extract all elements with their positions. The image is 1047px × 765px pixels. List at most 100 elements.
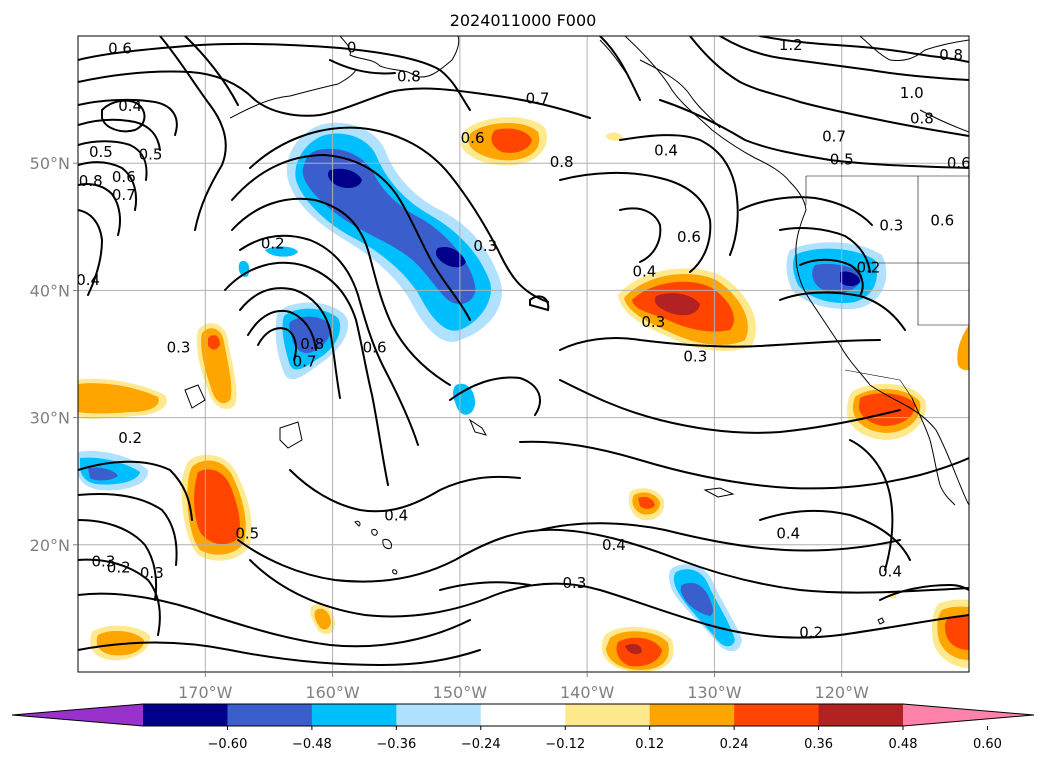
contour-label: 0.8 xyxy=(397,68,421,86)
contour-label: 0.6 xyxy=(930,211,954,229)
colorbar-outline xyxy=(11,703,1035,727)
contour-label: 0.8 xyxy=(79,172,103,190)
contour-label: 0.5 xyxy=(89,143,113,161)
contour-label: 0.3 xyxy=(473,237,497,255)
contour-label: 0.3 xyxy=(879,217,903,235)
borders xyxy=(805,175,969,399)
colorbar-segment xyxy=(649,704,735,726)
contour-label: 0.6 xyxy=(461,129,485,147)
lon-tick-label: 170°W xyxy=(178,683,233,702)
colorbar-segment xyxy=(480,704,566,726)
latitude-axis: 50°N 40°N 30°N 20°N xyxy=(30,154,78,555)
contour-label: 0.4 xyxy=(76,271,100,289)
positive-region-south-central xyxy=(602,626,674,672)
contour-label: 0.5 xyxy=(235,524,259,542)
colorbar-tick-label: −0.60 xyxy=(208,737,248,752)
colorbar-segment xyxy=(818,704,904,726)
lon-tick-label: 140°W xyxy=(560,683,615,702)
longitude-axis: 170°W 160°W 150°W 140°W 130°W 120°W xyxy=(178,672,869,702)
lon-tick-label: 130°W xyxy=(687,683,742,702)
contour-label: 0.3 xyxy=(683,348,707,366)
contour-label: 0.7 xyxy=(822,127,846,145)
contour-label: 0.4 xyxy=(602,536,626,554)
contour-label: 1.2 xyxy=(779,36,803,54)
colorbar-extend-low xyxy=(12,704,143,726)
contour-label-layer: 0.6 0 1.20.80.81.00.4 0.70.80.6 0.70.40.5 0.5… xyxy=(76,36,971,642)
contour-label: 0.3 xyxy=(92,552,116,570)
contour-label: 0.8 xyxy=(300,335,324,353)
positive-region-baja xyxy=(846,383,926,440)
positive-region-central-east xyxy=(618,268,757,352)
contour-label: 0.8 xyxy=(550,153,574,171)
negative-region-small-3 xyxy=(453,383,476,415)
colorbar-tick-label: 0.24 xyxy=(720,737,749,752)
colorbar-tick-label: 0.12 xyxy=(635,737,664,752)
contour-label: 0.4 xyxy=(776,524,800,542)
contour-label: 0.4 xyxy=(878,563,902,581)
contour-label: 0.2 xyxy=(857,259,881,277)
contour-label: 0.6 xyxy=(108,40,132,58)
contour-label: 0.4 xyxy=(632,262,656,280)
colorbar-tick-label: −0.36 xyxy=(376,737,416,752)
contour-label: 0.6 xyxy=(947,154,971,172)
contour-label: 1.0 xyxy=(900,84,924,102)
contour-label: 0.8 xyxy=(910,110,934,128)
colorbar-segment xyxy=(734,704,820,726)
gridlines xyxy=(78,36,969,672)
colorbar-segment xyxy=(396,704,482,726)
contour-label: 0.7 xyxy=(293,353,317,371)
lat-tick-label: 20°N xyxy=(30,536,70,555)
positive-region-small-hawaii xyxy=(310,603,336,635)
contour-label: 0.3 xyxy=(562,574,586,592)
positive-region-west-north xyxy=(196,323,237,410)
contour-label: 0.7 xyxy=(112,186,136,204)
lon-tick-label: 120°W xyxy=(815,683,870,702)
colorbar-extend-high xyxy=(903,704,1034,726)
contour-label: 0.7 xyxy=(526,89,550,107)
contour-label: 0.2 xyxy=(118,429,142,447)
positive-region-gulf-alaska-east xyxy=(461,117,547,166)
contour-label: 0.4 xyxy=(118,97,142,115)
contour-label: 0.3 xyxy=(167,339,191,357)
colorbar: −0.60 −0.48 −0.36 −0.24 −0.12 0.12 0.24 0.36 0.4… xyxy=(11,703,1035,752)
positive-region-west-edge xyxy=(78,378,167,419)
contour-label: 0.2 xyxy=(261,234,285,252)
lon-tick-label: 150°W xyxy=(433,683,488,702)
islands xyxy=(184,384,885,625)
contour-label: 0.5 xyxy=(830,150,854,168)
lat-tick-label: 50°N xyxy=(30,154,70,173)
contour-label: 0.2 xyxy=(107,559,131,577)
contour-label: 0.6 xyxy=(112,168,136,186)
colorbar-tick-label: −0.12 xyxy=(545,737,585,752)
positive-region-small-south xyxy=(628,488,665,521)
colorbar-segment xyxy=(565,704,651,726)
contour-label: 0.4 xyxy=(654,141,678,159)
colorbar-tick-label: 0.48 xyxy=(889,737,918,752)
contour-label: 0.6 xyxy=(677,228,701,246)
contour-label: 0 xyxy=(347,38,357,56)
contour-label: 0.6 xyxy=(363,339,387,357)
contour-label: 0.2 xyxy=(799,624,823,642)
lat-tick-label: 40°N xyxy=(30,281,70,300)
contour-label: 0.8 xyxy=(939,46,963,64)
figure-title: 2024011000 F000 xyxy=(450,11,597,30)
colorbar-tick-label: 0.36 xyxy=(804,737,833,752)
colorbar-tick-label: 0.60 xyxy=(973,737,1002,752)
contour-label: 0.4 xyxy=(384,507,408,525)
colorbar-segment xyxy=(311,704,397,726)
lat-tick-label: 30°N xyxy=(30,409,70,428)
coastlines xyxy=(229,36,969,506)
lon-tick-label: 160°W xyxy=(305,683,360,702)
map-frame xyxy=(77,35,970,673)
colorbar-segment xyxy=(143,704,228,726)
contour-label: 0.3 xyxy=(641,313,665,331)
colorbar-tick-label: −0.24 xyxy=(461,737,501,752)
colorbar-tick-label: −0.48 xyxy=(292,737,332,752)
contour-label: 0.5 xyxy=(139,145,163,163)
colorbar-segment xyxy=(227,704,313,726)
map-panel: 0.6 0 1.20.80.81.00.4 0.70.80.6 0.70.40.5 0.5… xyxy=(76,36,971,672)
positive-region-east-edge xyxy=(957,325,969,371)
contour-lines xyxy=(78,36,969,667)
negative-region-west xyxy=(78,450,149,491)
